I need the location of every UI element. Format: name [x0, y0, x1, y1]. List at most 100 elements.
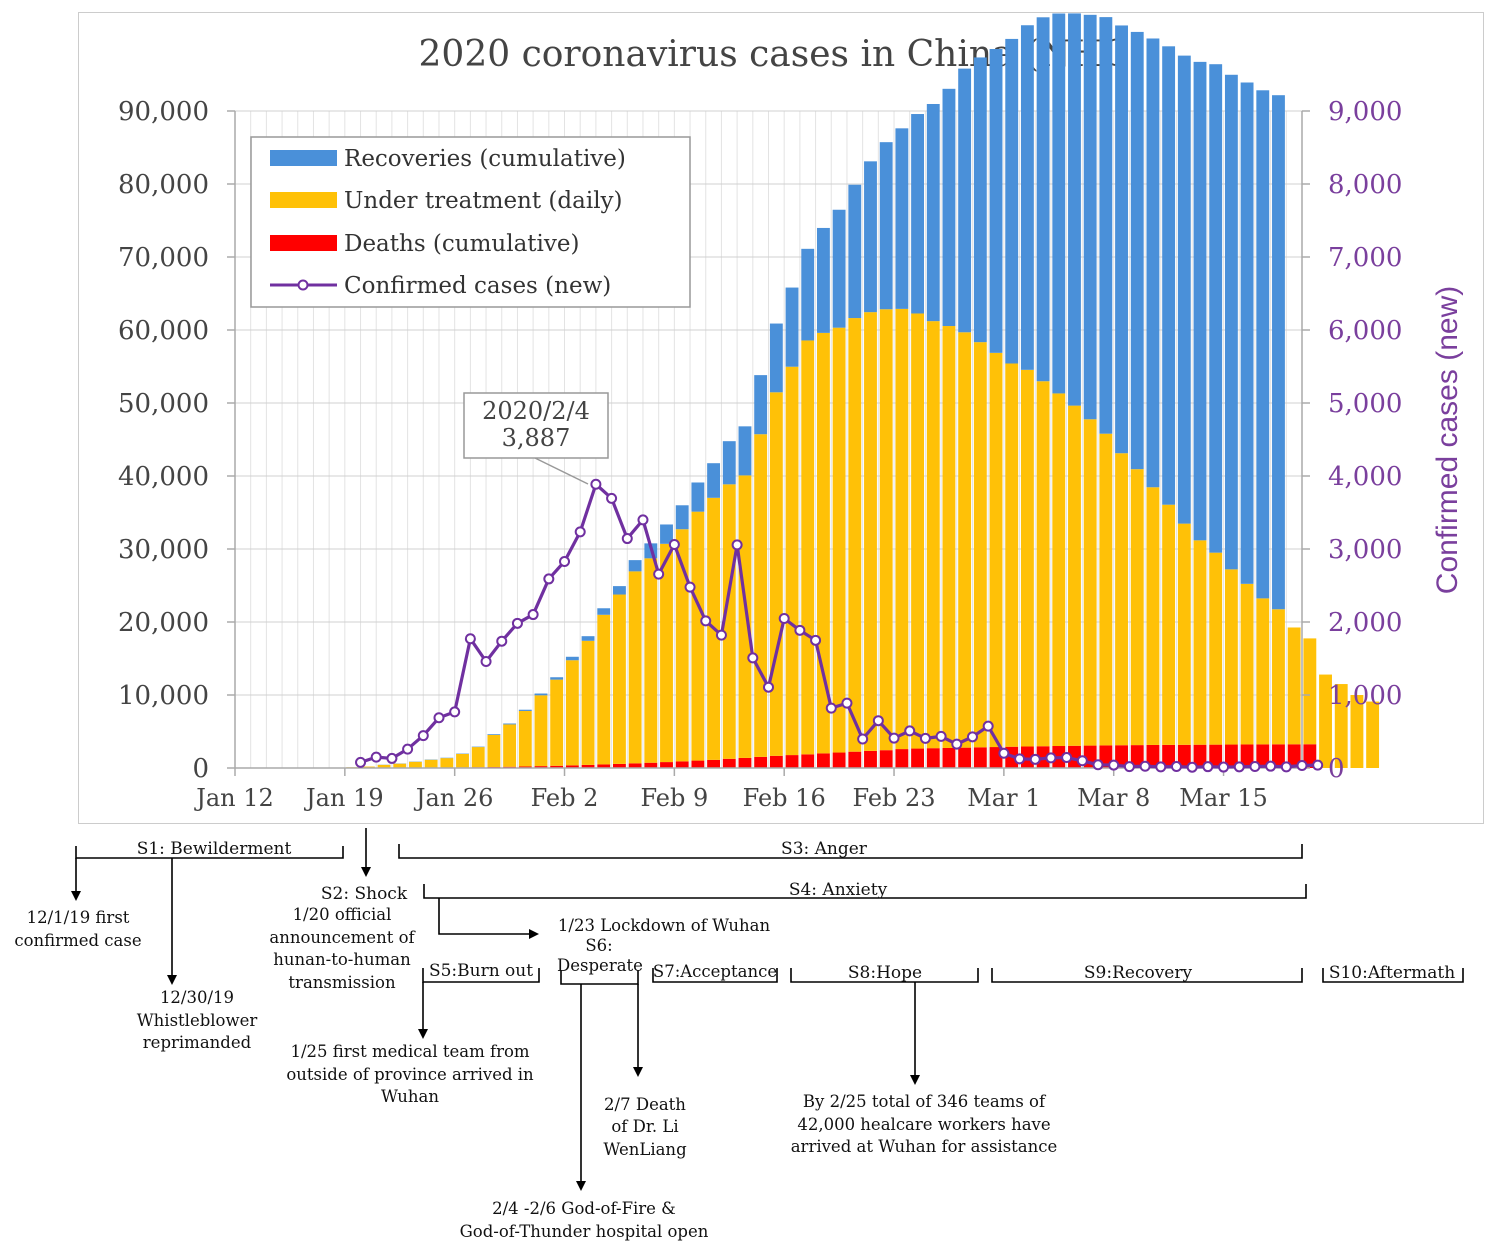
confirmed-cases-point: [1061, 752, 1073, 764]
left-tick-label: 50,000: [118, 389, 209, 419]
bar-recoveries: [754, 375, 768, 435]
x-tick-label: Feb 2: [531, 784, 599, 812]
bar-deaths: [597, 764, 611, 768]
confirmed-cases-point: [888, 732, 900, 744]
confirmed-cases-point: [998, 747, 1010, 759]
bar-under-treatment: [691, 511, 705, 761]
bar-deaths: [613, 763, 626, 768]
confirmed-cases-point: [872, 715, 884, 727]
bar-deaths: [1146, 744, 1160, 768]
bar-deaths: [785, 755, 799, 768]
s4-label: S4: Anxiety: [789, 880, 888, 900]
bar-recoveries: [1177, 55, 1191, 524]
bar-under-treatment: [722, 484, 736, 759]
event-8-line3: arrived at Wuhan for assistance: [791, 1137, 1058, 1156]
bar-under-treatment: [456, 753, 469, 768]
bar-under-treatment: [816, 332, 830, 754]
confirmed-cases-point: [1123, 761, 1135, 773]
bar-under-treatment: [1193, 540, 1207, 745]
bar-recoveries: [1162, 46, 1176, 505]
bar-deaths: [1224, 744, 1238, 768]
bar-recoveries: [707, 463, 721, 498]
bar-recoveries: [565, 656, 579, 661]
bar-under-treatment: [1350, 695, 1364, 768]
s1-label: S1: Bewilderment: [137, 839, 292, 859]
confirmed-cases-point: [794, 624, 806, 636]
bar-deaths: [1256, 744, 1270, 768]
bar-recoveries: [1005, 38, 1019, 364]
bar-under-treatment: [1020, 369, 1034, 747]
bar-recoveries: [769, 323, 783, 393]
bar-under-treatment: [1287, 627, 1301, 745]
bar-recoveries: [958, 68, 972, 333]
confirmed-cases-point: [857, 733, 869, 745]
bar-recoveries: [660, 524, 673, 544]
event-6-line2: God-of-Thunder hospital open: [460, 1222, 709, 1241]
bar-under-treatment: [597, 614, 611, 765]
confirmed-cases-point: [935, 730, 947, 742]
confirmed-cases-point: [1186, 761, 1198, 773]
bar-deaths: [1209, 744, 1223, 768]
bar-deaths: [628, 763, 642, 768]
legend-label-deaths: Deaths (cumulative): [344, 231, 579, 257]
bar-recoveries: [973, 57, 987, 343]
event-6-line1: 2/4 -2/6 God-of-Fire &: [492, 1199, 676, 1218]
event-5-line2: outside of province arrived in: [286, 1065, 534, 1084]
confirmed-cases-point: [1155, 761, 1167, 773]
bar-under-treatment: [393, 763, 407, 768]
timeline: [71, 828, 1464, 1191]
bar-under-treatment: [628, 571, 642, 764]
bar-under-treatment: [973, 342, 987, 748]
confirmed-cases-point: [700, 615, 712, 627]
bar-recoveries: [613, 586, 626, 595]
confirmed-cases-point: [559, 555, 571, 567]
bar-under-treatment: [581, 640, 595, 765]
bar-deaths: [942, 747, 956, 768]
left-tick-label: 90,000: [118, 97, 209, 127]
confirmed-cases-point: [1280, 761, 1292, 773]
s10-label: S10:Aftermath: [1329, 963, 1455, 983]
event-3-line1: 1/20 official: [293, 905, 392, 924]
legend-label-under-treatment: Under treatment (daily): [344, 188, 623, 214]
bar-deaths: [958, 747, 972, 768]
right-tick-label: 8,000: [1328, 170, 1402, 200]
left-tick-label: 40,000: [118, 462, 209, 492]
bar-under-treatment: [1005, 363, 1019, 747]
axes-layer: 0 0 10,000 1,000 20,000 2,000 30,000 3,000 40,00…: [118, 97, 1402, 812]
event-3-line4: transmission: [288, 973, 396, 992]
event-5-line1: 1/25 first medical team from: [290, 1042, 529, 1061]
confirmed-cases-point: [386, 752, 398, 764]
bar-recoveries: [1052, 13, 1066, 394]
confirmed-cases-point: [1265, 760, 1277, 772]
confirmed-cases-point: [919, 732, 931, 744]
bar-deaths: [1287, 744, 1301, 768]
event-8-line1: By 2/25 total of 346 teams of: [803, 1092, 1047, 1111]
bar-deaths: [722, 758, 736, 768]
bar-deaths: [691, 760, 705, 768]
confirmed-cases-point: [1218, 761, 1230, 773]
bar-deaths: [832, 752, 846, 768]
s10-bracket: [1322, 968, 1464, 983]
bar-under-treatment: [1209, 552, 1223, 745]
bar-recoveries: [597, 608, 611, 615]
bar-under-treatment: [518, 710, 532, 767]
confirmed-cases-point: [731, 539, 743, 551]
s2-label: S2: Shock: [321, 884, 408, 904]
bar-deaths: [660, 762, 673, 768]
bar-deaths: [707, 759, 721, 768]
timeline-labels: S1: Bewilderment S2: Shock S3: Anger S4:…: [14, 839, 1455, 1241]
event-7-line1: 2/7 Death: [604, 1095, 686, 1114]
confirmed-cases-point: [684, 581, 696, 593]
bar-deaths: [848, 751, 862, 768]
bar-under-treatment: [409, 761, 422, 768]
bar-under-treatment: [895, 308, 909, 750]
x-tick-label: Mar 1: [967, 784, 1040, 812]
bar-under-treatment: [942, 326, 956, 748]
confirmed-cases-point: [763, 681, 774, 693]
bar-under-treatment: [644, 558, 658, 763]
event-4: 1/23 Lockdown of Wuhan: [558, 916, 771, 935]
bars-layer: [236, 13, 1380, 768]
bar-deaths: [738, 757, 752, 768]
legend-swatch-recoveries: [270, 150, 337, 166]
event-5-line3: Wuhan: [381, 1087, 439, 1106]
